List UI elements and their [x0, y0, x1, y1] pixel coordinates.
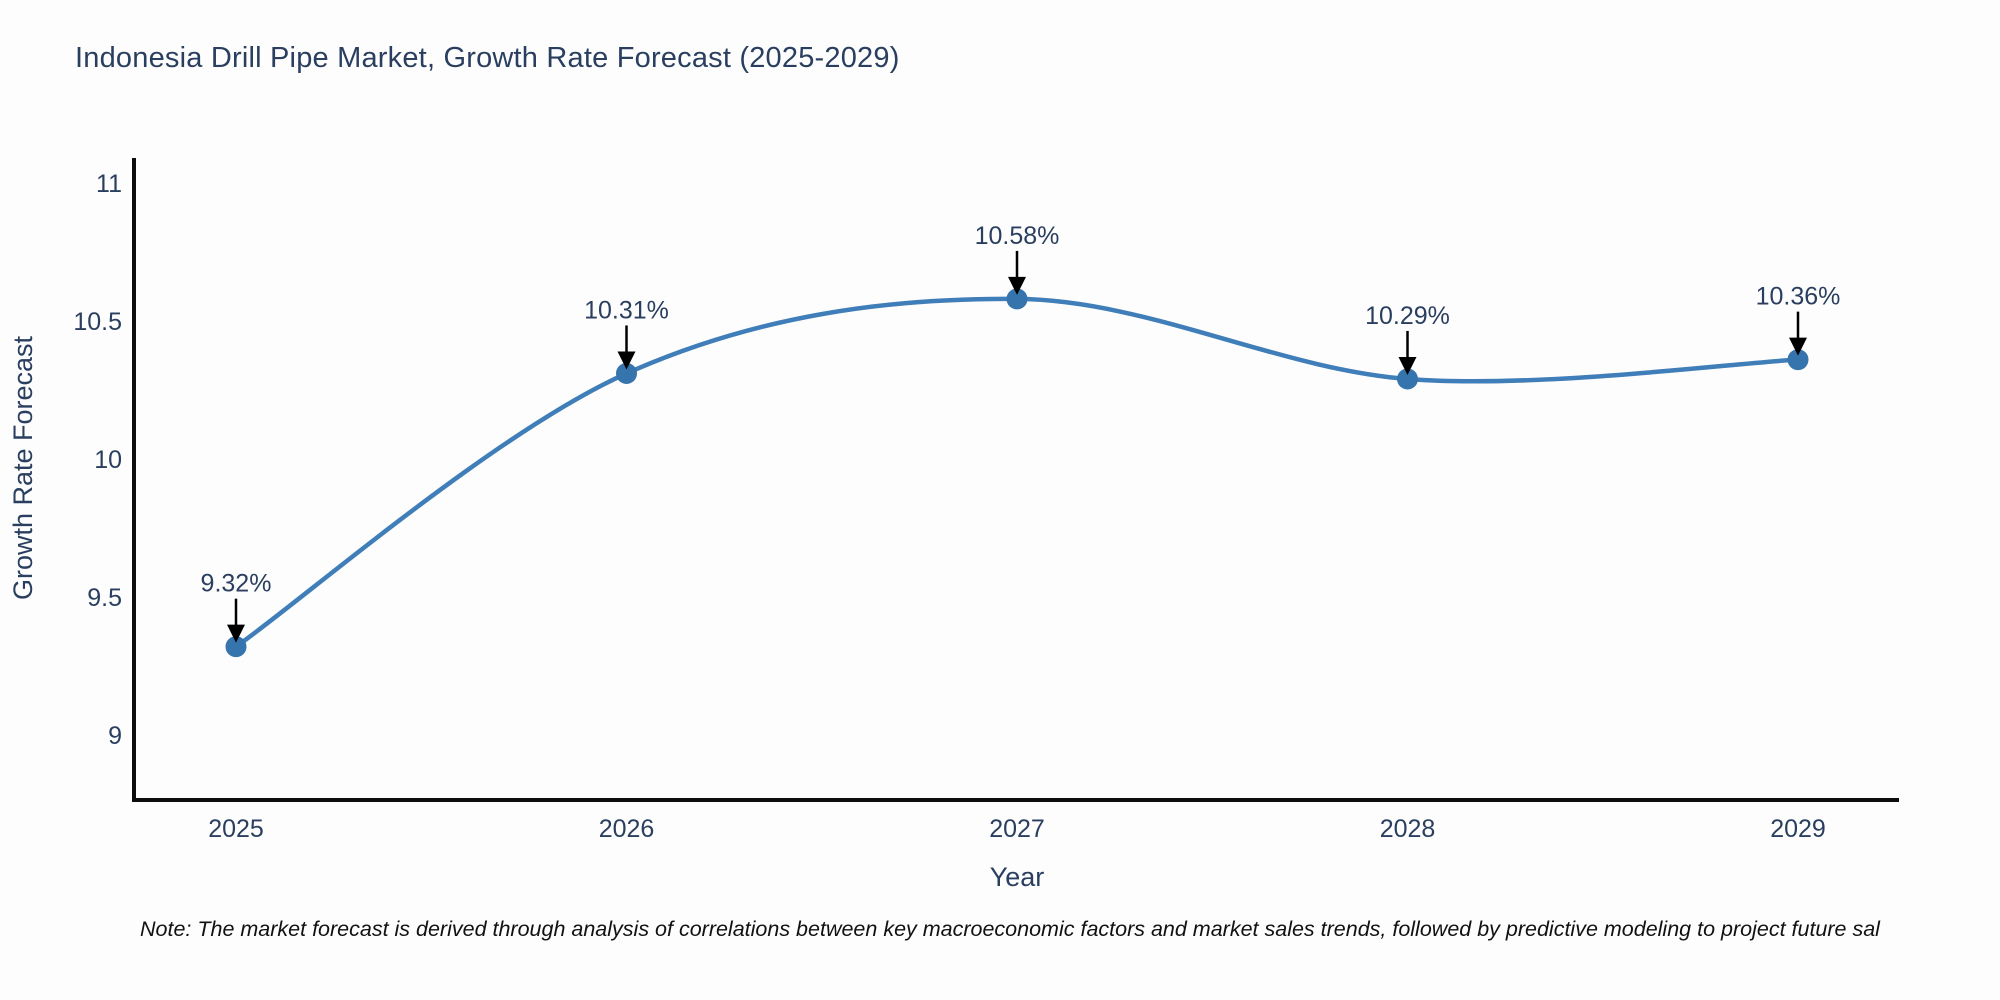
- point-label: 10.36%: [1756, 283, 1841, 311]
- x-tick-label: 2026: [599, 815, 655, 843]
- point-label: 10.58%: [975, 222, 1060, 250]
- y-tick-label: 9.5: [87, 584, 122, 612]
- y-tick-label: 10.5: [73, 308, 122, 336]
- y-tick-label: 10: [94, 446, 122, 474]
- point-label: 10.31%: [584, 296, 669, 324]
- chart-footnote: Note: The market forecast is derived thr…: [140, 917, 1880, 941]
- data-point-2027[interactable]: [1006, 288, 1028, 310]
- data-point-2028[interactable]: [1397, 368, 1418, 390]
- x-tick-label: 2025: [208, 815, 264, 843]
- point-label: 9.32%: [201, 570, 272, 598]
- annotation-arrow-head: [227, 624, 245, 643]
- annotation-arrow-head: [1008, 276, 1026, 295]
- chart-title: Indonesia Drill Pipe Market, Growth Rate…: [75, 42, 900, 74]
- point-label: 10.29%: [1365, 302, 1450, 330]
- data-point-2026[interactable]: [616, 362, 637, 384]
- x-tick-label: 2028: [1380, 815, 1436, 843]
- y-axis-title: Growth Rate Forecast: [8, 335, 38, 600]
- forecast-line: [233, 296, 1801, 649]
- x-tick-label: 2027: [989, 815, 1045, 843]
- annotation-arrow-head: [617, 351, 636, 370]
- x-axis-title: Year: [990, 862, 1045, 892]
- data-point-2025[interactable]: [225, 636, 247, 658]
- x-tick-label: 2029: [1770, 815, 1826, 843]
- y-tick-label: 11: [96, 170, 122, 198]
- data-point-2029[interactable]: [1787, 349, 1809, 371]
- y-tick-label: 9: [108, 722, 122, 750]
- annotation-arrow-head: [1789, 337, 1807, 356]
- annotation-arrow-head: [1398, 356, 1417, 375]
